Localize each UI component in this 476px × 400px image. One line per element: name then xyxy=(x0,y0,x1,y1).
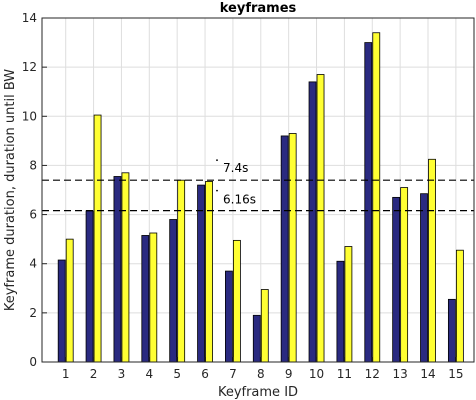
chart-title: keyframes xyxy=(220,1,297,16)
bar-series-2-13 xyxy=(400,187,409,363)
bar-series-1-2 xyxy=(85,210,94,363)
bar-series-2-2 xyxy=(93,114,102,363)
bar-series-2-7 xyxy=(233,239,241,363)
bar-series-1-5 xyxy=(169,219,178,363)
bar-series-2-10 xyxy=(316,74,325,363)
bar-series-2-3 xyxy=(121,172,130,363)
reference-line-marker xyxy=(216,159,218,162)
grid-layer xyxy=(42,17,474,363)
x-tick-label: 1 xyxy=(62,367,70,381)
y-tick-label: 2 xyxy=(29,306,37,320)
x-tick-label: 8 xyxy=(257,367,265,381)
bar-series-1-11 xyxy=(336,260,345,363)
y-tick-label: 4 xyxy=(29,257,37,271)
bar-series-2-5 xyxy=(177,179,186,363)
x-axis-label: Keyframe ID xyxy=(218,385,298,400)
bar-series-1-10 xyxy=(308,81,317,363)
bar-series-1-4 xyxy=(141,235,150,363)
bar-series-1-6 xyxy=(197,184,205,363)
bar-series-1-12 xyxy=(364,42,373,363)
x-tick-label: 10 xyxy=(309,367,324,381)
bar-series-1-7 xyxy=(225,270,233,363)
bar-series-1-3 xyxy=(113,176,122,363)
x-tick-label: 2 xyxy=(90,367,98,381)
reference-lines-layer: 7.4s 6.16s xyxy=(42,159,474,212)
x-tick-label: 14 xyxy=(420,367,435,381)
bar-series-2-8 xyxy=(260,289,269,363)
plot-frame xyxy=(41,17,475,363)
reference-line-marker xyxy=(216,189,218,192)
bar-series-1-13 xyxy=(392,196,401,363)
x-tick-label: 4 xyxy=(145,367,153,381)
x-tick-label: 13 xyxy=(393,367,408,381)
bar-series-1-8 xyxy=(252,314,261,363)
x-tick-label: 5 xyxy=(173,367,181,381)
bar-series-1-15 xyxy=(447,298,456,363)
x-tick-label: 15 xyxy=(448,367,463,381)
bar-series-1-14 xyxy=(420,193,428,363)
y-tick-label: 8 xyxy=(29,158,37,172)
bar-series-2-4 xyxy=(149,232,158,363)
bar-series-1-1 xyxy=(57,259,66,363)
bar-series-2-11 xyxy=(344,246,353,363)
y-tick-label: 0 xyxy=(29,355,37,369)
x-tick-label: 3 xyxy=(118,367,126,381)
reference-line-label: 7.4s xyxy=(223,161,248,175)
x-tick-label: 6 xyxy=(201,367,209,381)
x-tick-label: 11 xyxy=(337,367,352,381)
axes-layer xyxy=(41,17,475,363)
x-tick-label: 12 xyxy=(365,367,380,381)
bar-series-2-9 xyxy=(288,133,297,363)
bar-series-1-9 xyxy=(280,135,289,363)
y-tick-label: 6 xyxy=(29,208,37,222)
bar-series-2-14 xyxy=(428,158,436,363)
y-tick-label: 10 xyxy=(22,109,37,123)
reference-line-label: 6.16s xyxy=(223,193,256,207)
bars-layer xyxy=(57,32,464,363)
x-tick-label: 7 xyxy=(229,367,237,381)
y-tick-label: 14 xyxy=(22,11,37,25)
bar-series-2-12 xyxy=(372,32,381,363)
y-axis-label: Keyframe duration, duration until BW xyxy=(3,69,18,311)
bar-series-2-1 xyxy=(65,238,74,363)
plot-background xyxy=(42,18,474,362)
y-tick-label: 12 xyxy=(22,60,37,74)
bar-series-2-15 xyxy=(455,249,464,363)
x-tick-label: 9 xyxy=(285,367,293,381)
bar-series-2-6 xyxy=(205,180,213,363)
